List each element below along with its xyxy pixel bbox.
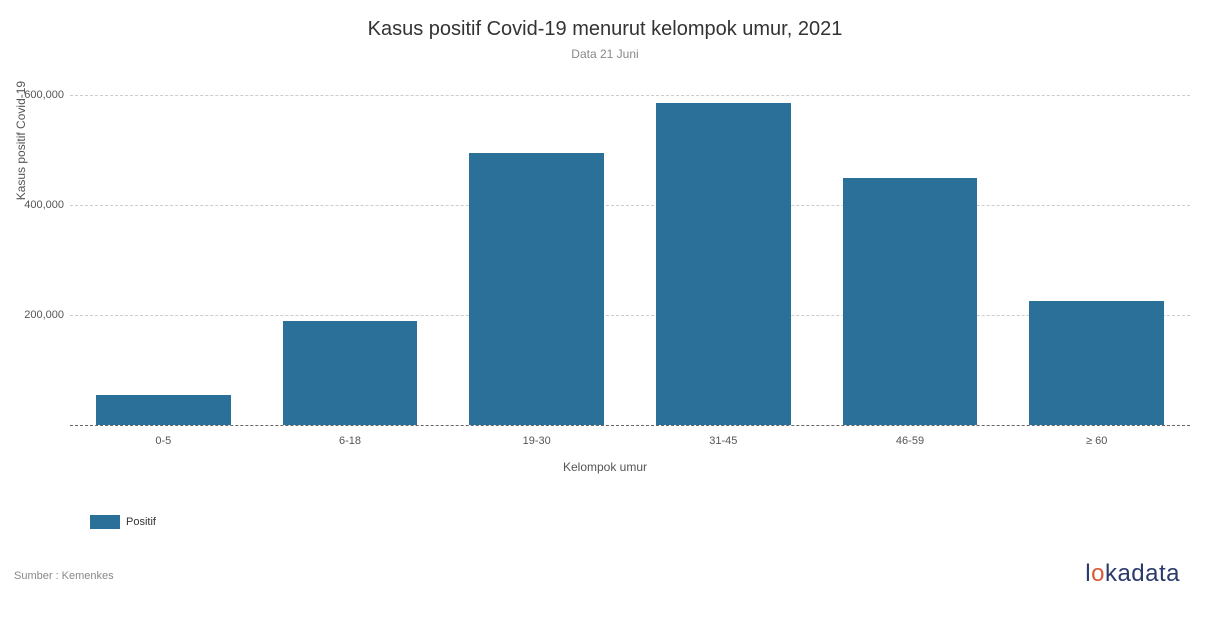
bar: [469, 153, 603, 425]
x-axis-label: Kelompok umur: [0, 460, 1210, 474]
x-tick-label: 46-59: [896, 435, 924, 447]
x-tick-label: 0-5: [155, 435, 171, 447]
gridline: [70, 95, 1190, 96]
y-tick-label: 600,000: [24, 89, 64, 101]
legend-swatch: [90, 515, 120, 529]
chart-container: Kasus positif Covid-19 menurut kelompok …: [0, 0, 1210, 628]
bar: [656, 103, 790, 425]
y-tick-label: 400,000: [24, 199, 64, 211]
brand-post: kadata: [1105, 560, 1180, 587]
x-tick-label: 6-18: [339, 435, 361, 447]
y-tick-label: 200,000: [24, 309, 64, 321]
brand-accent: o: [1091, 560, 1105, 587]
gridline: [70, 315, 1190, 316]
x-tick-label: 19-30: [523, 435, 551, 447]
x-tick-label: 31-45: [709, 435, 737, 447]
x-tick-label: ≥ 60: [1086, 435, 1107, 447]
plot-area: 200,000400,000600,0000-56-1819-3031-4546…: [70, 95, 1190, 425]
chart-title: Kasus positif Covid-19 menurut kelompok …: [0, 18, 1210, 41]
bar: [1029, 301, 1163, 425]
source-text: Sumber : Kemenkes: [14, 570, 114, 582]
bar: [843, 178, 977, 426]
bar: [96, 395, 230, 425]
legend-label: Positif: [126, 516, 156, 528]
bar: [283, 321, 417, 426]
chart-subtitle: Data 21 Juni: [0, 47, 1210, 61]
gridline: [70, 425, 1190, 426]
legend: Positif: [90, 515, 156, 529]
brand-logo: lokadata: [1085, 560, 1180, 588]
gridline: [70, 205, 1190, 206]
